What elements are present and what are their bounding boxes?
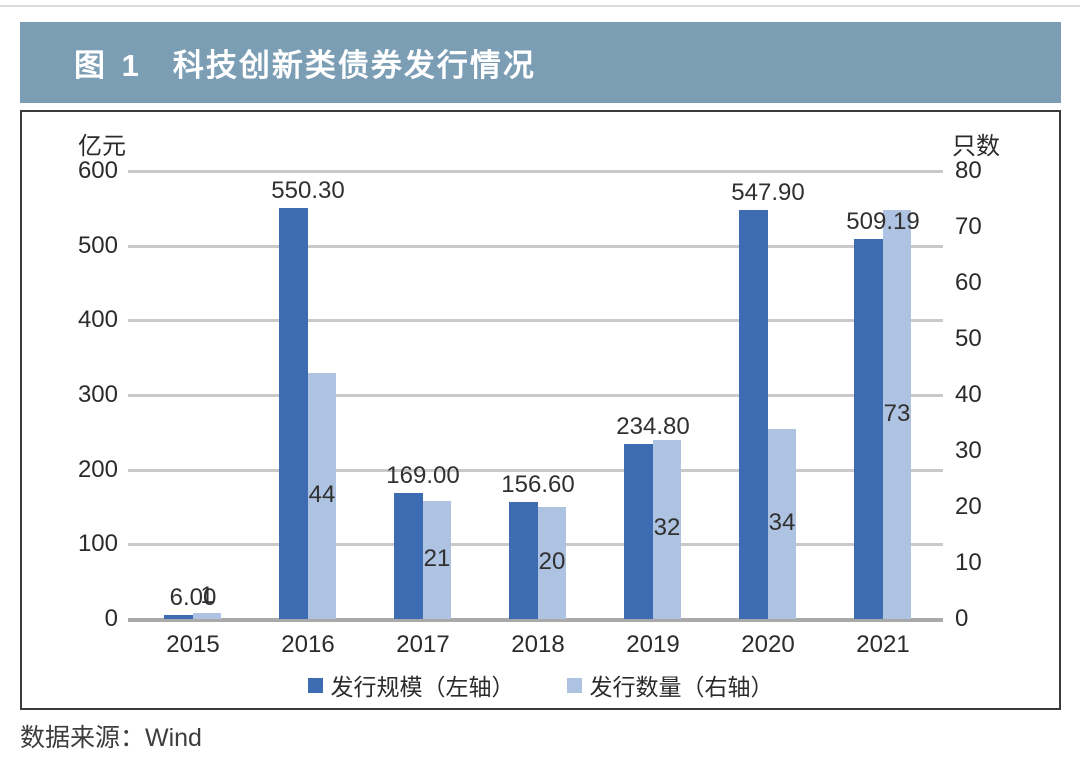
left-axis-tick-label: 300 — [77, 381, 118, 408]
left-axis-tick-label: 100 — [77, 530, 118, 558]
bar-value-label-scale-2019: 234.80 — [616, 412, 690, 440]
x-axis-label-2019: 2019 — [626, 631, 680, 658]
bar-issuance-count-2015 — [193, 613, 221, 619]
bar-value-label-scale-2015: 6.00 — [169, 583, 217, 611]
bar-value-label-count-2021: 73 — [883, 399, 911, 427]
bar-issuance-scale-2020 — [739, 209, 768, 619]
legend-item-issuance-scale: 发行规模（左轴） — [307, 668, 515, 702]
bar-issuance-count-2020 — [768, 428, 796, 619]
figure-title-bar: 图 1 科技创新类债券发行情况 — [20, 22, 1061, 103]
gridline — [128, 469, 943, 472]
left-axis-tick-label: 600 — [77, 157, 118, 184]
bar-issuance-count-2016 — [308, 372, 336, 619]
right-axis-tick-label: 40 — [955, 381, 982, 408]
right-axis-tick-label: 30 — [955, 437, 982, 464]
chart-container: 亿元 只数 600 500 400 300 200 100 0 80 70 60 50 40 30 20… — [20, 110, 1061, 710]
figure-number-label: 图 1 — [74, 48, 143, 83]
gridline — [128, 319, 943, 322]
left-axis-tick-label: 0 — [104, 605, 118, 632]
left-axis-tick-label: 400 — [77, 306, 118, 334]
bar-value-label-scale-2021: 509.19 — [846, 207, 920, 235]
top-divider-rule — [0, 5, 1080, 7]
bar-value-label-count-2018: 20 — [538, 548, 566, 575]
gridline — [128, 394, 943, 397]
left-axis-tick-label: 500 — [77, 231, 118, 259]
legend-swatch-light-icon — [566, 677, 582, 693]
right-axis-tick-label: 10 — [955, 549, 982, 576]
bar-issuance-count-2018 — [538, 507, 566, 619]
legend-swatch-dark-icon — [307, 677, 323, 693]
bar-value-label-count-2015: 1 — [200, 582, 214, 610]
bar-issuance-scale-2015 — [164, 614, 193, 619]
bar-issuance-scale-2021 — [854, 238, 883, 619]
x-axis-label-2015: 2015 — [166, 631, 220, 658]
right-axis-tick-label: 60 — [955, 269, 982, 296]
right-axis-tick-label: 70 — [955, 213, 982, 240]
chart-legend: 发行规模（左轴） 发行数量（右轴） — [22, 668, 1059, 702]
plot-area: 6.00 1 550.30 44 169.00 21 156.60 20 234.80 32 547… — [128, 170, 943, 622]
source-note: 数据来源：Wind — [20, 724, 202, 752]
left-axis-title: 亿元 — [78, 133, 126, 160]
right-axis-tick-label: 80 — [955, 157, 982, 184]
bar-value-label-count-2016: 44 — [308, 480, 336, 508]
bar-value-label-count-2019: 32 — [653, 514, 681, 542]
bar-value-label-scale-2016: 550.30 — [271, 177, 345, 205]
legend-item-issuance-count: 发行数量（右轴） — [566, 668, 774, 702]
bar-issuance-scale-2018 — [509, 502, 538, 619]
gridline — [128, 170, 943, 173]
x-axis-label-2021: 2021 — [856, 631, 910, 658]
bar-value-label-count-2020: 34 — [768, 508, 796, 536]
figure-title: 科技创新类债券发行情况 — [172, 48, 536, 83]
left-axis-tick-label: 200 — [77, 455, 118, 483]
bar-issuance-scale-2019 — [624, 443, 653, 619]
bar-issuance-scale-2017 — [394, 492, 423, 619]
x-axis-label-2020: 2020 — [741, 631, 795, 658]
bar-issuance-scale-2016 — [279, 208, 308, 619]
bar-issuance-count-2019 — [653, 439, 681, 619]
right-axis-tick-label: 50 — [955, 325, 982, 352]
bar-issuance-count-2021 — [883, 210, 911, 619]
bar-issuance-count-2017 — [423, 501, 451, 619]
right-axis-title: 只数 — [952, 133, 1000, 160]
legend-label-issuance-count: 发行数量（右轴） — [589, 674, 774, 700]
x-axis-label-2017: 2017 — [396, 631, 450, 658]
legend-label-issuance-scale: 发行规模（左轴） — [330, 674, 515, 700]
x-axis-baseline — [128, 618, 943, 622]
bar-value-label-scale-2020: 547.90 — [731, 178, 805, 206]
right-axis-tick-label: 20 — [955, 493, 982, 520]
x-axis-label-2018: 2018 — [511, 631, 565, 658]
bar-value-label-count-2017: 21 — [423, 545, 451, 573]
x-axis-label-2016: 2016 — [281, 631, 335, 658]
bar-value-label-scale-2017: 169.00 — [386, 461, 460, 489]
bar-value-label-scale-2018: 156.60 — [501, 471, 575, 499]
right-axis-tick-label: 0 — [955, 605, 969, 632]
gridline — [128, 245, 943, 248]
